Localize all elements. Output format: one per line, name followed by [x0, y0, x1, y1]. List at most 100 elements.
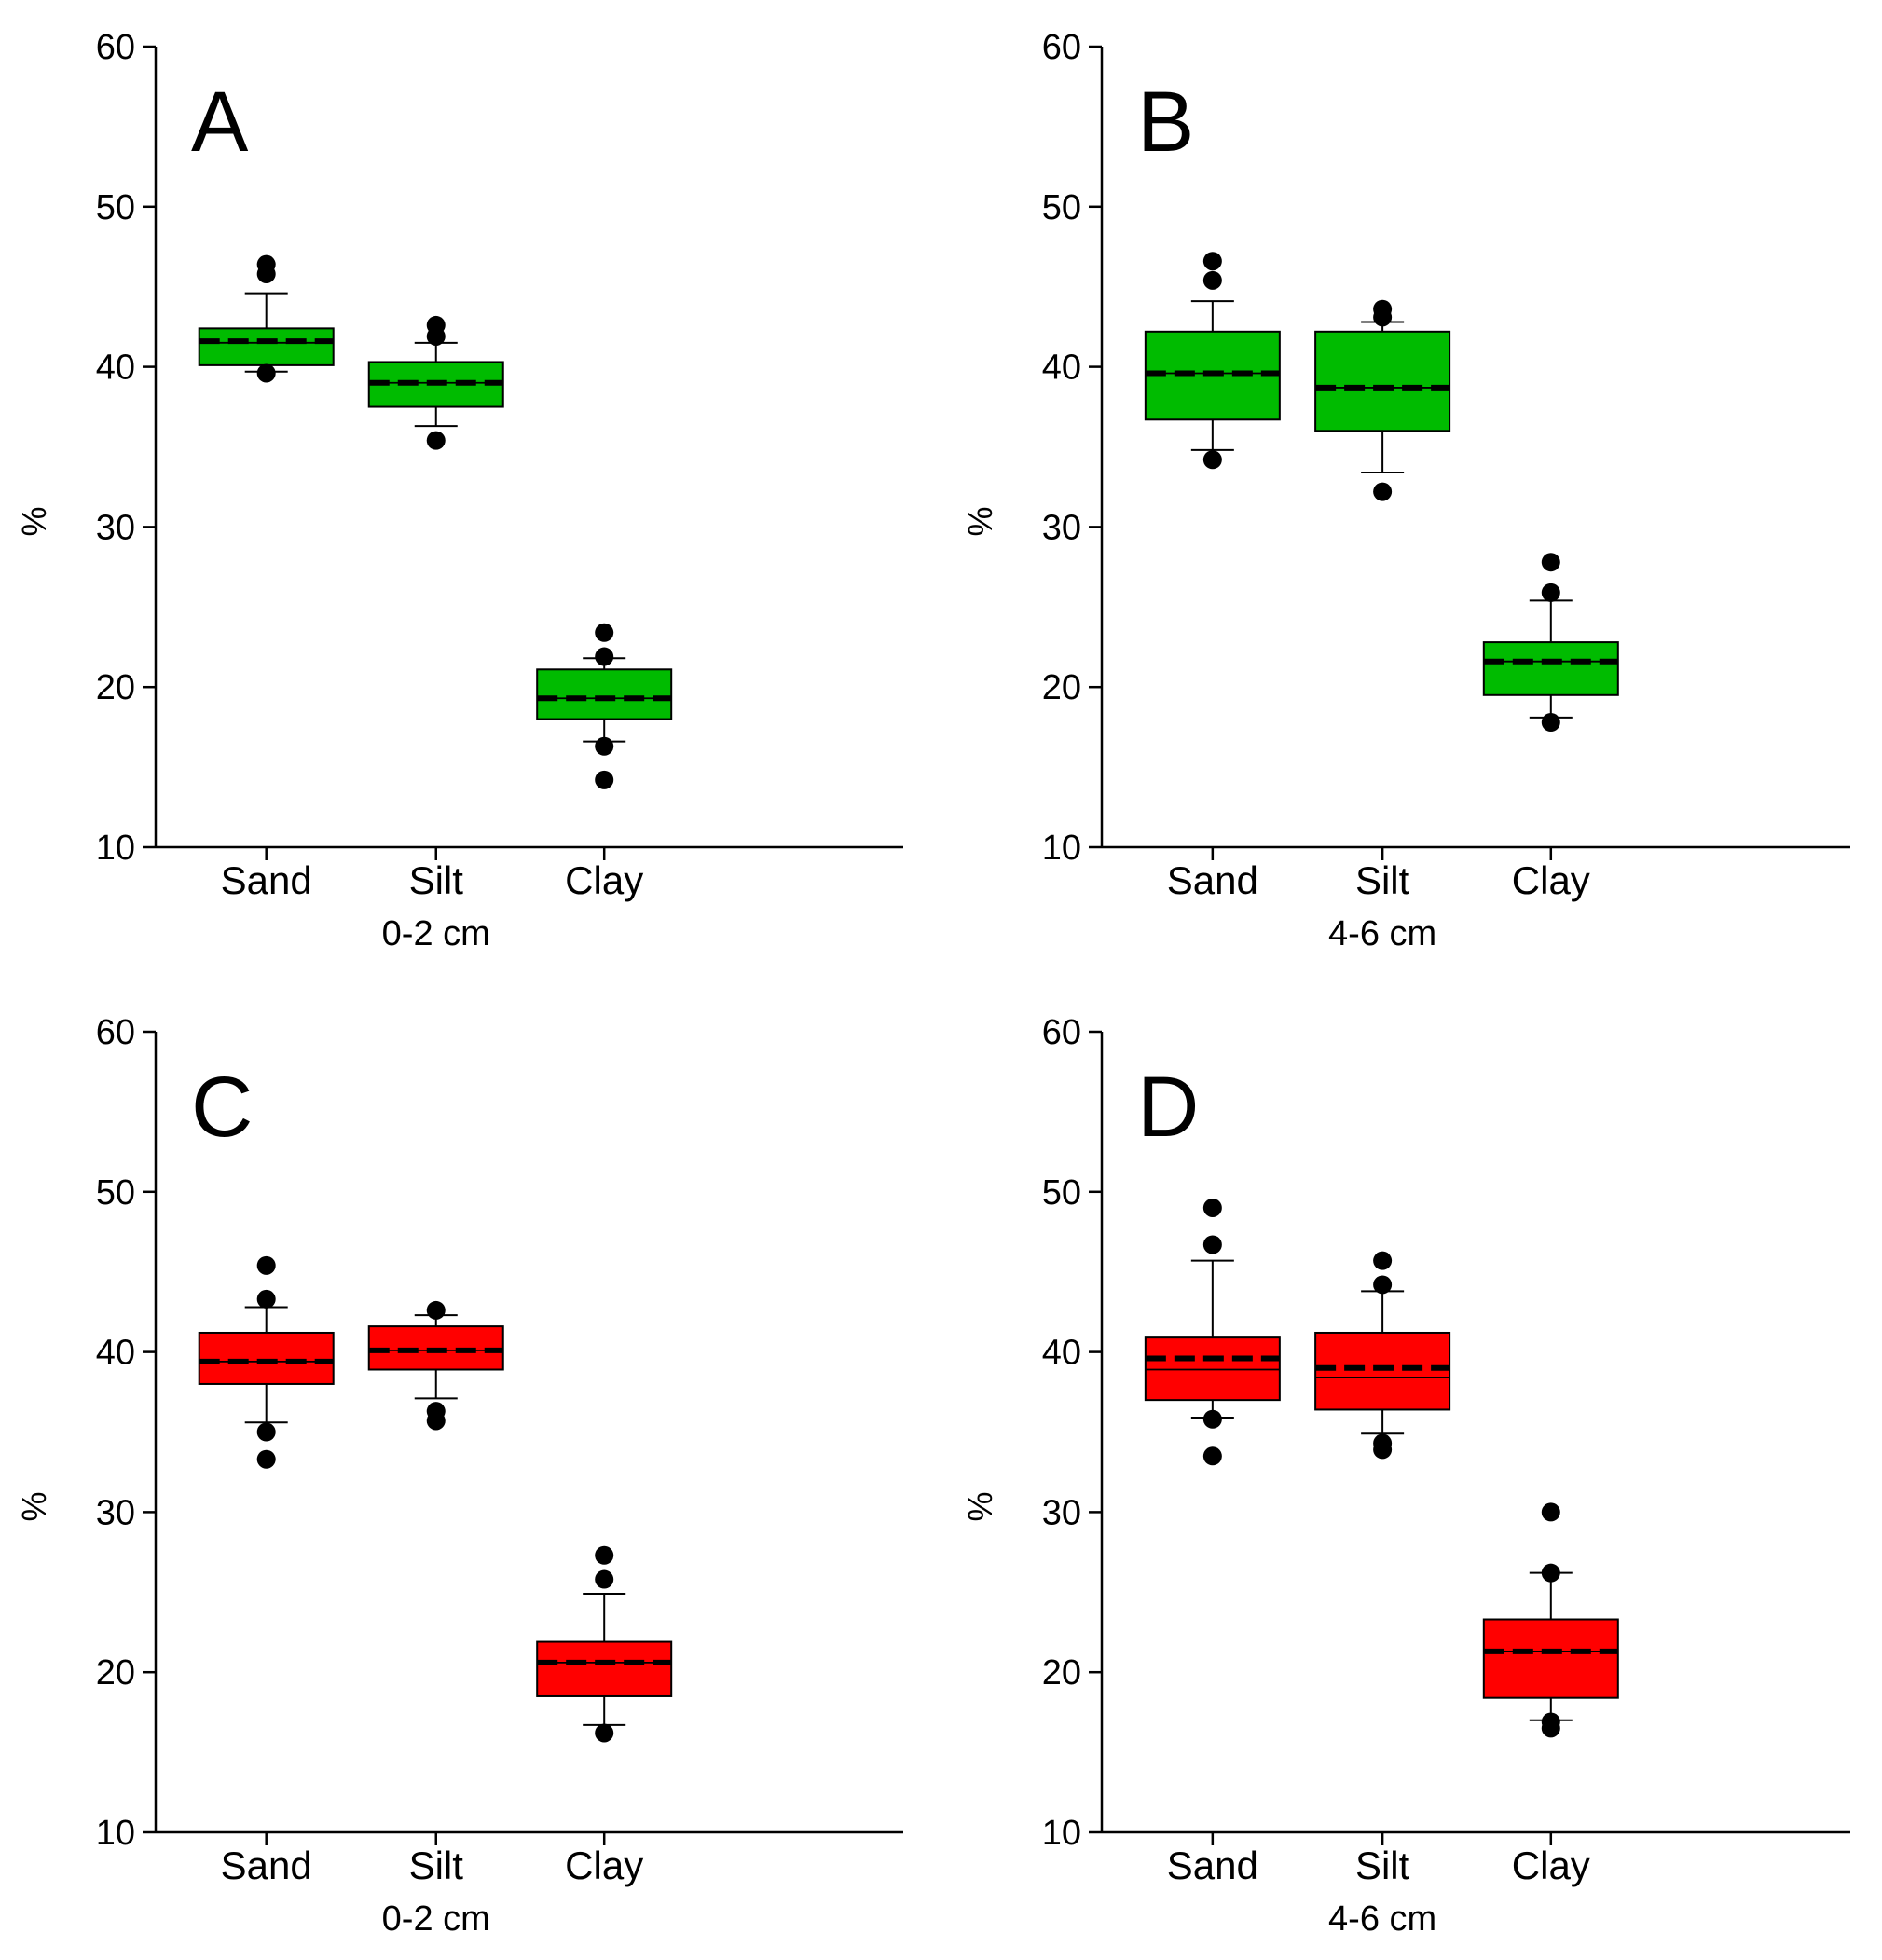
outlier-point	[1373, 299, 1393, 319]
category-label: Clay	[1512, 1843, 1590, 1887]
category-label: Clay	[565, 858, 643, 902]
y-axis-label: %	[15, 506, 53, 536]
y-tick-label: 50	[96, 188, 135, 227]
category-label: Sand	[221, 1843, 312, 1887]
category-label: Sand	[221, 858, 312, 902]
x-axis-label: 4-6 cm	[1328, 914, 1436, 953]
iqr-box	[1482, 1618, 1619, 1699]
category-label: Silt	[409, 858, 464, 902]
iqr-box	[536, 668, 673, 720]
outlier-point	[1373, 482, 1393, 501]
box-clay	[536, 623, 673, 789]
y-tick-label: 30	[96, 1493, 135, 1532]
y-tick-label: 50	[1042, 1173, 1081, 1213]
box-clay	[1482, 1502, 1619, 1738]
panel-c: 10 20 30 40 50 60% C 0-2 cm Sand Silt Clay	[15, 1013, 903, 1939]
box-silt	[367, 1300, 504, 1431]
panel-a: 10 20 30 40 50 60% A 0-2 cm Sand Silt Clay	[15, 28, 903, 953]
panel-d: 10 20 30 40 50 60% D 4-6 cm Sand Silt Clay	[961, 1013, 1850, 1939]
y-tick-label: 60	[96, 1013, 135, 1052]
outlier-point	[1541, 1712, 1560, 1732]
outlier-point	[595, 1545, 614, 1565]
box-sand	[1144, 252, 1281, 470]
outlier-point	[256, 1255, 276, 1275]
box-silt	[1314, 299, 1451, 501]
y-tick-label: 20	[1042, 668, 1081, 707]
outlier-point	[1541, 712, 1560, 732]
y-tick-label: 60	[96, 28, 135, 67]
y-tick-label: 30	[1042, 508, 1081, 547]
outlier-point	[1373, 1275, 1393, 1295]
outlier-point	[1541, 553, 1560, 572]
panel-letter: D	[1137, 1060, 1199, 1155]
outlier-point	[595, 1569, 614, 1589]
y-tick-label: 20	[1042, 1653, 1081, 1693]
iqr-box	[536, 1640, 673, 1697]
outlier-point	[1202, 1198, 1222, 1217]
outlier-point	[1202, 450, 1222, 470]
outlier-point	[256, 254, 276, 274]
box-silt	[1314, 1251, 1451, 1460]
iqr-box	[1482, 641, 1619, 696]
y-tick-label: 40	[1042, 349, 1081, 388]
outlier-point	[595, 623, 614, 642]
panel-letter: B	[1137, 75, 1194, 170]
outlier-point	[1541, 583, 1560, 602]
y-tick-label: 30	[96, 508, 135, 547]
y-tick-label: 10	[96, 829, 135, 868]
panel-b: 10 20 30 40 50 60% B 4-6 cm Sand Silt Clay	[961, 28, 1850, 953]
outlier-point	[1541, 1502, 1560, 1522]
x-axis-label: 0-2 cm	[382, 1899, 490, 1939]
x-axis-label: 0-2 cm	[382, 914, 490, 953]
y-tick-label: 50	[96, 1173, 135, 1213]
y-tick-label: 40	[1042, 1334, 1081, 1373]
panel-letter: C	[191, 1060, 253, 1155]
category-label: Silt	[1355, 858, 1410, 902]
outlier-point	[1373, 1433, 1393, 1453]
category-label: Silt	[1355, 1843, 1410, 1887]
outlier-point	[1202, 1235, 1222, 1254]
outlier-point	[595, 647, 614, 666]
y-tick-label: 10	[96, 1814, 135, 1853]
iqr-box	[198, 327, 335, 366]
outlier-point	[256, 363, 276, 383]
y-tick-label: 20	[96, 668, 135, 707]
box-clay	[1482, 553, 1619, 732]
box-sand	[198, 1255, 335, 1469]
y-tick-label: 40	[96, 1334, 135, 1373]
y-tick-label: 30	[1042, 1493, 1081, 1532]
box-clay	[536, 1545, 673, 1743]
outlier-point	[256, 1422, 276, 1442]
outlier-point	[426, 431, 446, 450]
category-label: Clay	[1512, 858, 1590, 902]
panel-letter: A	[191, 75, 249, 170]
y-tick-label: 40	[96, 349, 135, 388]
outlier-point	[256, 1449, 276, 1469]
x-axis-label: 4-6 cm	[1328, 1899, 1436, 1939]
outlier-point	[1202, 252, 1222, 271]
y-tick-label: 10	[1042, 829, 1081, 868]
y-tick-label: 20	[96, 1653, 135, 1693]
y-axis-label: %	[961, 506, 999, 536]
y-axis-label: %	[15, 1491, 53, 1521]
box-sand	[1144, 1198, 1281, 1466]
outlier-point	[1202, 1409, 1222, 1429]
category-label: Clay	[565, 1843, 643, 1887]
outlier-point	[1541, 1563, 1560, 1583]
outlier-point	[426, 1402, 446, 1421]
outlier-point	[426, 315, 446, 335]
y-axis-label: %	[961, 1491, 999, 1521]
outlier-point	[595, 770, 614, 789]
box-silt	[367, 315, 504, 450]
outlier-point	[1202, 270, 1222, 290]
y-tick-label: 60	[1042, 1013, 1081, 1052]
box-sand	[198, 254, 335, 383]
outlier-point	[1373, 1251, 1393, 1270]
iqr-box	[1314, 1331, 1451, 1411]
outlier-point	[595, 1723, 614, 1743]
outlier-point	[426, 1300, 446, 1320]
outlier-point	[1202, 1446, 1222, 1466]
outlier-point	[256, 1289, 276, 1309]
iqr-box	[1314, 330, 1451, 432]
